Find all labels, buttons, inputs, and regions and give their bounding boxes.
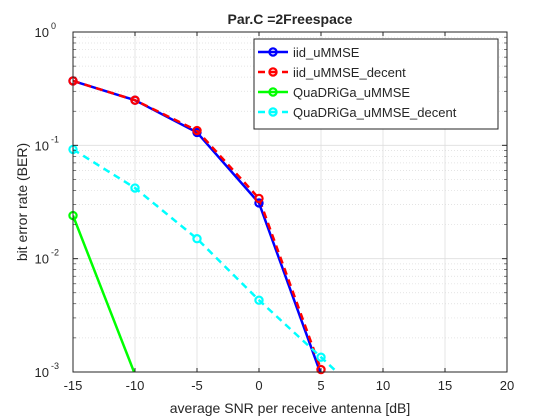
x-tick-label: -15 xyxy=(64,378,83,393)
y-tick-exponent: -1 xyxy=(51,134,59,144)
y-axis-label: bit error rate (BER) xyxy=(14,143,30,261)
x-tick-labels: -15 -10 -5 0 5 10 15 20 xyxy=(64,378,515,393)
series-line-QuaDRiGa_uMMSE xyxy=(73,215,136,372)
x-tick-label: -10 xyxy=(126,378,145,393)
data-point xyxy=(254,198,264,208)
legend-marker xyxy=(268,87,278,97)
data-point xyxy=(130,183,140,193)
series-layer xyxy=(73,79,339,372)
legend-label: QuaDRiGa_uMMSE xyxy=(293,85,410,100)
x-tick-label: 20 xyxy=(500,378,514,393)
y-tick-exponent: -3 xyxy=(51,361,59,371)
y-tick-label: 10 xyxy=(35,252,49,267)
x-tick-label: 5 xyxy=(317,378,324,393)
legend-label: iid_uMMSE_decent xyxy=(293,65,406,80)
legend-label: QuaDRiGa_uMMSE_decent xyxy=(293,105,457,120)
chart-title: Par.C =2Freespace xyxy=(228,11,353,27)
data-point xyxy=(192,125,202,136)
data-point xyxy=(192,234,202,244)
y-tick-label: 10 xyxy=(35,138,49,153)
x-axis-label: average SNR per receive antenna [dB] xyxy=(170,400,410,416)
data-point xyxy=(254,193,264,204)
series-line-iid_uMMSE_decent xyxy=(73,79,323,371)
legend-marker xyxy=(268,107,278,117)
x-tick-label: 0 xyxy=(255,378,262,393)
y-tick-exponent: 0 xyxy=(51,21,56,31)
legend-marker xyxy=(268,47,278,57)
plot-frame xyxy=(72,31,508,373)
legend-box xyxy=(253,38,499,130)
x-tick-label: 10 xyxy=(376,378,390,393)
legend-label: iid_uMMSE xyxy=(293,45,360,60)
series-line-QuaDRiGa_uMMSE_decent xyxy=(73,148,339,372)
legend: iid_uMMSE iid_uMMSE_decent QuaDRiGa_uMMSE Q… xyxy=(253,38,499,130)
data-point xyxy=(130,95,140,105)
data-point xyxy=(316,352,326,362)
y-tick-label: 10 xyxy=(35,25,49,40)
x-tick-label: -5 xyxy=(191,378,203,393)
y-tick-exponent: -2 xyxy=(51,248,59,258)
legend-marker xyxy=(268,67,278,77)
data-point xyxy=(316,364,326,375)
data-point xyxy=(254,295,264,305)
axis-ticks xyxy=(72,31,508,373)
y-tick-label: 10 xyxy=(35,365,49,380)
x-tick-label: 15 xyxy=(438,378,452,393)
